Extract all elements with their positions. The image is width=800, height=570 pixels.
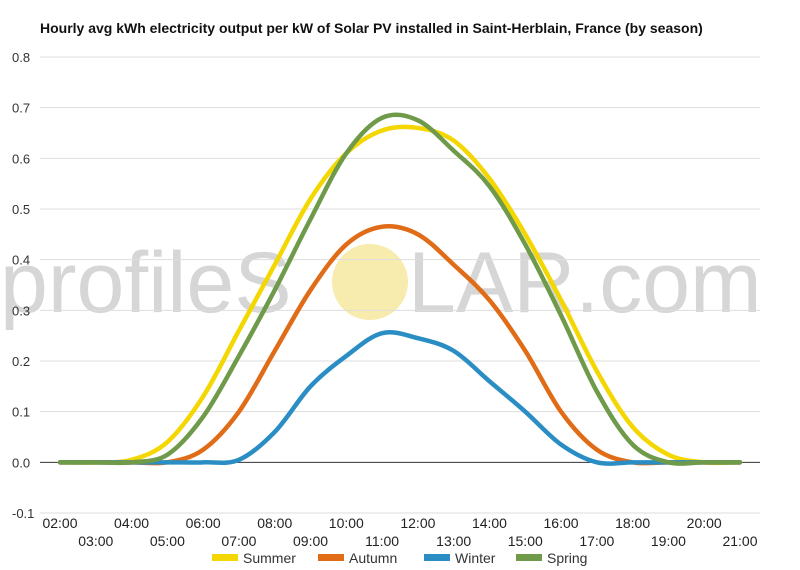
x-tick-label: 05:00 <box>150 533 185 549</box>
x-tick-label: 03:00 <box>78 533 113 549</box>
y-axis: -0.1 0.0 0.1 0.2 0.3 0.4 0.5 0.6 0.7 0.8 <box>12 50 34 521</box>
y-tick-label: 0.1 <box>12 405 30 420</box>
series-lines <box>57 112 743 466</box>
y-tick-label: 0.5 <box>12 202 30 217</box>
y-tick-label: 0.0 <box>12 455 30 470</box>
y-tick-label: 0.7 <box>12 101 30 116</box>
x-tick-label: 07:00 <box>221 533 256 549</box>
x-tick-label: 02:00 <box>42 515 77 531</box>
x-tick-label: 17:00 <box>579 533 614 549</box>
watermark-sun-icon <box>332 244 408 320</box>
x-tick-label: 13:00 <box>436 533 471 549</box>
x-tick-label: 12:00 <box>400 515 435 531</box>
chart-title: Hourly avg kWh electricity output per kW… <box>40 20 703 36</box>
series-line-winter <box>57 330 743 466</box>
legend-label-spring: Spring <box>547 550 587 566</box>
x-tick-label: 21:00 <box>722 533 757 549</box>
watermark-text-right: LAR.com <box>408 235 762 331</box>
x-tick-label: 19:00 <box>651 533 686 549</box>
x-tick-label: 10:00 <box>329 515 364 531</box>
x-tick-label: 14:00 <box>472 515 507 531</box>
legend-swatch-spring <box>516 554 542 561</box>
legend: Summer Autumn Winter Spring <box>212 550 587 566</box>
legend-label-summer: Summer <box>243 550 296 566</box>
x-tick-label: 18:00 <box>615 515 650 531</box>
series-line-spring <box>57 112 743 466</box>
x-tick-label: 04:00 <box>114 515 149 531</box>
y-tick-label: 0.2 <box>12 354 30 369</box>
watermark-text-left: profileS <box>0 235 292 331</box>
x-tick-label: 06:00 <box>186 515 221 531</box>
legend-swatch-summer <box>212 554 238 561</box>
x-tick-label: 16:00 <box>544 515 579 531</box>
y-tick-label: 0.4 <box>12 253 30 268</box>
watermark: profileS LAR.com <box>0 235 762 331</box>
x-tick-label: 20:00 <box>687 515 722 531</box>
legend-label-autumn: Autumn <box>349 550 397 566</box>
x-axis: 02:0003:0004:0005:0006:0007:0008:0009:00… <box>42 515 757 549</box>
x-tick-label: 08:00 <box>257 515 292 531</box>
legend-label-winter: Winter <box>455 550 496 566</box>
legend-swatch-winter <box>424 554 450 561</box>
grid <box>40 56 760 514</box>
y-tick-label: 0.3 <box>12 303 30 318</box>
y-tick-label: 0.8 <box>12 50 30 65</box>
y-tick-label: 0.6 <box>12 151 30 166</box>
series-line-summer <box>57 124 743 466</box>
x-tick-label: 09:00 <box>293 533 328 549</box>
x-tick-label: 15:00 <box>508 533 543 549</box>
y-tick-label: -0.1 <box>12 506 34 521</box>
legend-swatch-autumn <box>318 554 344 561</box>
x-tick-label: 11:00 <box>365 533 399 549</box>
